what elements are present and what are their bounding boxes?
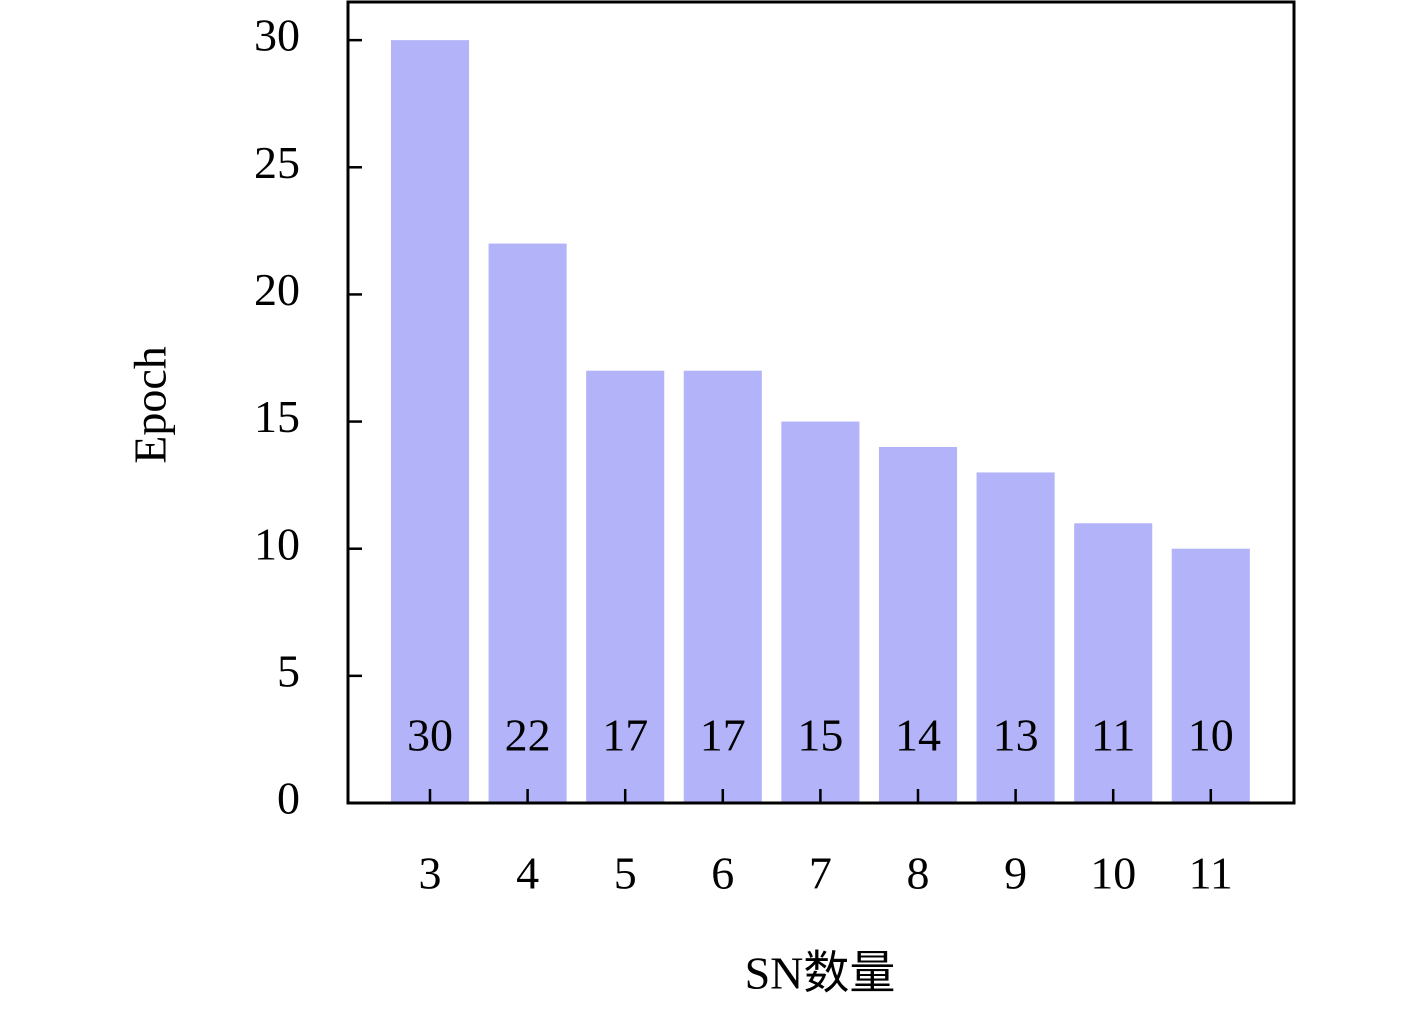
data-label: 10 xyxy=(1188,710,1234,761)
bar xyxy=(683,370,762,803)
y-axis-label: Epoch xyxy=(125,346,176,464)
y-tick-label: 25 xyxy=(254,137,300,188)
data-label: 13 xyxy=(993,710,1039,761)
bar xyxy=(390,40,470,803)
x-tick-label: 11 xyxy=(1189,848,1233,899)
x-tick-label: 4 xyxy=(516,848,539,899)
x-tick-label: 7 xyxy=(809,848,832,899)
x-tick-label: 8 xyxy=(907,848,930,899)
bar xyxy=(488,243,567,804)
data-label: 11 xyxy=(1091,710,1135,761)
plot-frame xyxy=(346,0,1296,805)
x-tick-label: 5 xyxy=(614,848,637,899)
y-tick-label: 10 xyxy=(254,518,300,569)
bar xyxy=(976,472,1055,803)
data-label: 17 xyxy=(602,710,648,761)
bar xyxy=(586,370,665,803)
x-tick-label: 10 xyxy=(1090,848,1136,899)
x-tick-label: 9 xyxy=(1004,848,1027,899)
y-tick-label: 0 xyxy=(277,773,300,824)
y-tick-label: 20 xyxy=(254,264,300,315)
bar xyxy=(1171,548,1250,803)
data-label: 22 xyxy=(505,710,551,761)
data-label: 17 xyxy=(700,710,746,761)
bar xyxy=(878,447,958,803)
x-tick-label: 6 xyxy=(711,848,734,899)
y-tick-label: 15 xyxy=(254,391,300,442)
bar xyxy=(1074,523,1153,803)
bar xyxy=(781,421,860,803)
data-label: 30 xyxy=(407,710,453,761)
y-tick-label: 5 xyxy=(277,645,300,696)
data-label: 15 xyxy=(797,710,843,761)
data-label: 14 xyxy=(895,710,941,761)
y-tick-label: 30 xyxy=(254,10,300,61)
x-axis-label: SN数量 xyxy=(745,948,896,999)
x-tick-label: 3 xyxy=(419,848,442,899)
